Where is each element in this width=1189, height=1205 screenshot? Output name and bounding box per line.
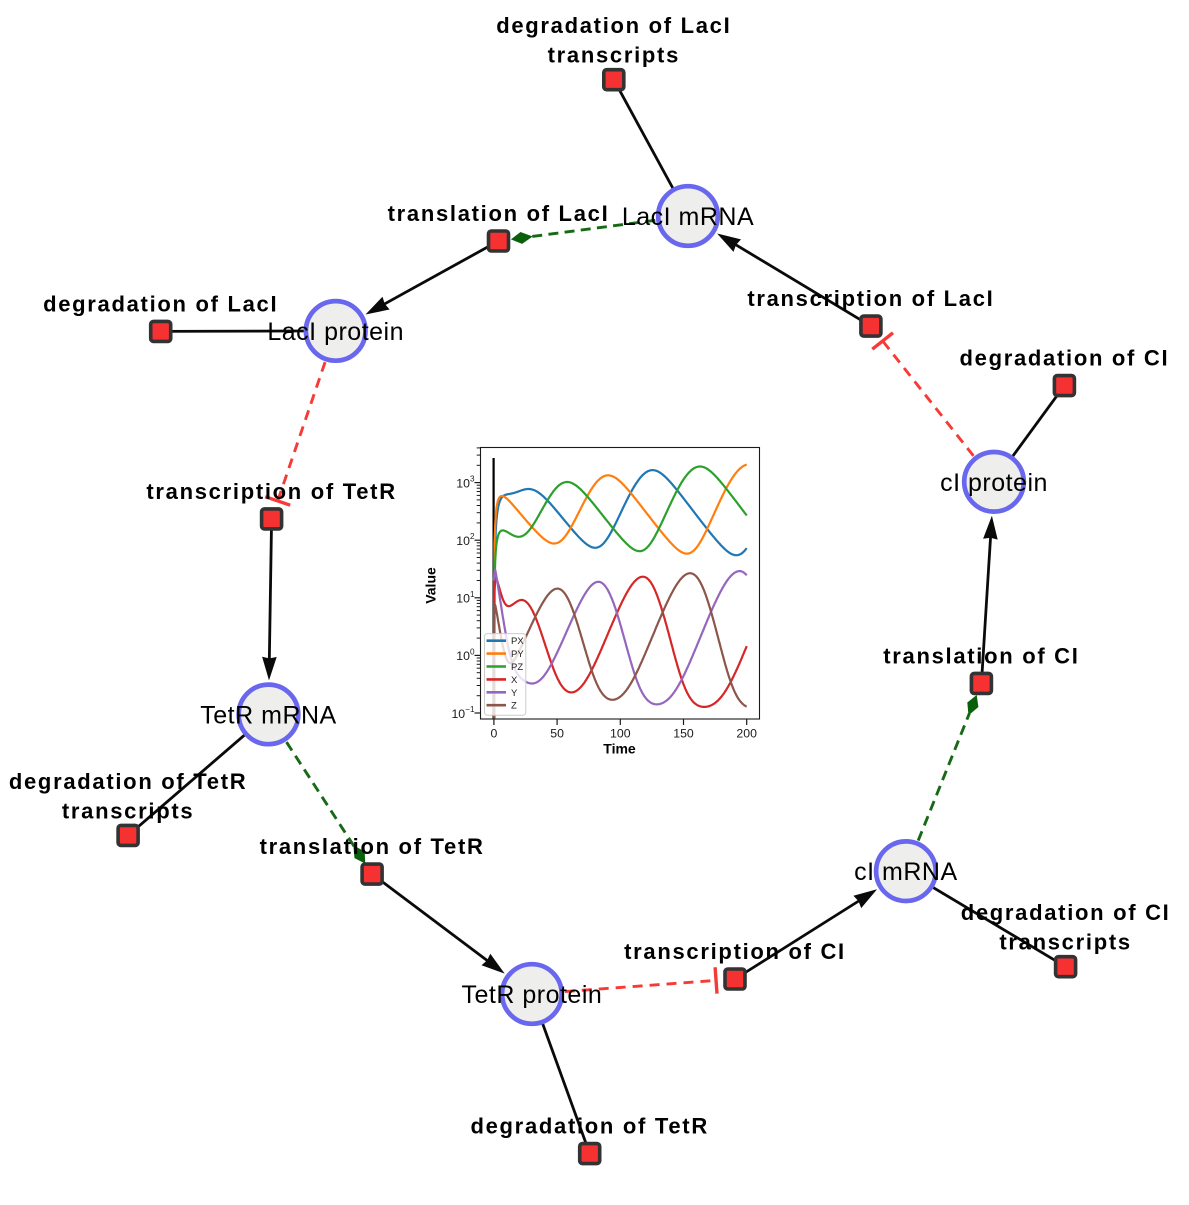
svg-text:transcripts: transcripts: [62, 798, 194, 823]
svg-text:LacI protein: LacI protein: [267, 318, 404, 346]
svg-text:103: 103: [456, 475, 475, 491]
svg-text:200: 200: [736, 727, 757, 741]
svg-text:transcription of CI: transcription of CI: [624, 939, 846, 964]
svg-text:50: 50: [550, 727, 564, 741]
svg-text:transcripts: transcripts: [999, 930, 1131, 955]
svg-text:PX: PX: [511, 636, 524, 647]
svg-text:degradation of CI: degradation of CI: [961, 900, 1171, 925]
svg-text:degradation of LacI: degradation of LacI: [43, 291, 278, 316]
svg-text:degradation of TetR: degradation of TetR: [9, 769, 247, 794]
svg-text:LacI mRNA: LacI mRNA: [622, 203, 754, 231]
svg-text:PZ: PZ: [511, 662, 523, 673]
svg-text:cI mRNA: cI mRNA: [854, 858, 958, 886]
svg-text:degradation of LacI: degradation of LacI: [496, 13, 731, 38]
svg-text:0: 0: [490, 727, 497, 741]
svg-text:Time: Time: [603, 741, 636, 757]
svg-text:transcription of LacI: transcription of LacI: [747, 286, 994, 311]
svg-text:10−1: 10−1: [451, 705, 474, 721]
svg-text:Y: Y: [511, 688, 518, 699]
svg-text:Value: Value: [423, 567, 439, 604]
svg-text:degradation of CI: degradation of CI: [960, 346, 1170, 371]
svg-text:Z: Z: [511, 701, 517, 712]
svg-text:transcription of TetR: transcription of TetR: [146, 479, 396, 504]
svg-text:X: X: [511, 675, 518, 686]
svg-text:degradation of TetR: degradation of TetR: [470, 1114, 708, 1139]
svg-text:100: 100: [456, 647, 475, 663]
svg-text:150: 150: [673, 727, 694, 741]
svg-text:TetR protein: TetR protein: [462, 981, 603, 1009]
svg-text:translation of LacI: translation of LacI: [388, 201, 610, 226]
svg-text:transcripts: transcripts: [548, 43, 680, 68]
svg-text:102: 102: [456, 532, 475, 548]
svg-text:100: 100: [610, 727, 631, 741]
svg-text:PY: PY: [511, 649, 524, 660]
svg-text:translation of TetR: translation of TetR: [260, 834, 485, 859]
svg-text:TetR mRNA: TetR mRNA: [200, 701, 336, 729]
svg-text:translation of CI: translation of CI: [883, 643, 1079, 668]
svg-text:101: 101: [456, 590, 475, 606]
svg-text:cI protein: cI protein: [940, 469, 1048, 497]
